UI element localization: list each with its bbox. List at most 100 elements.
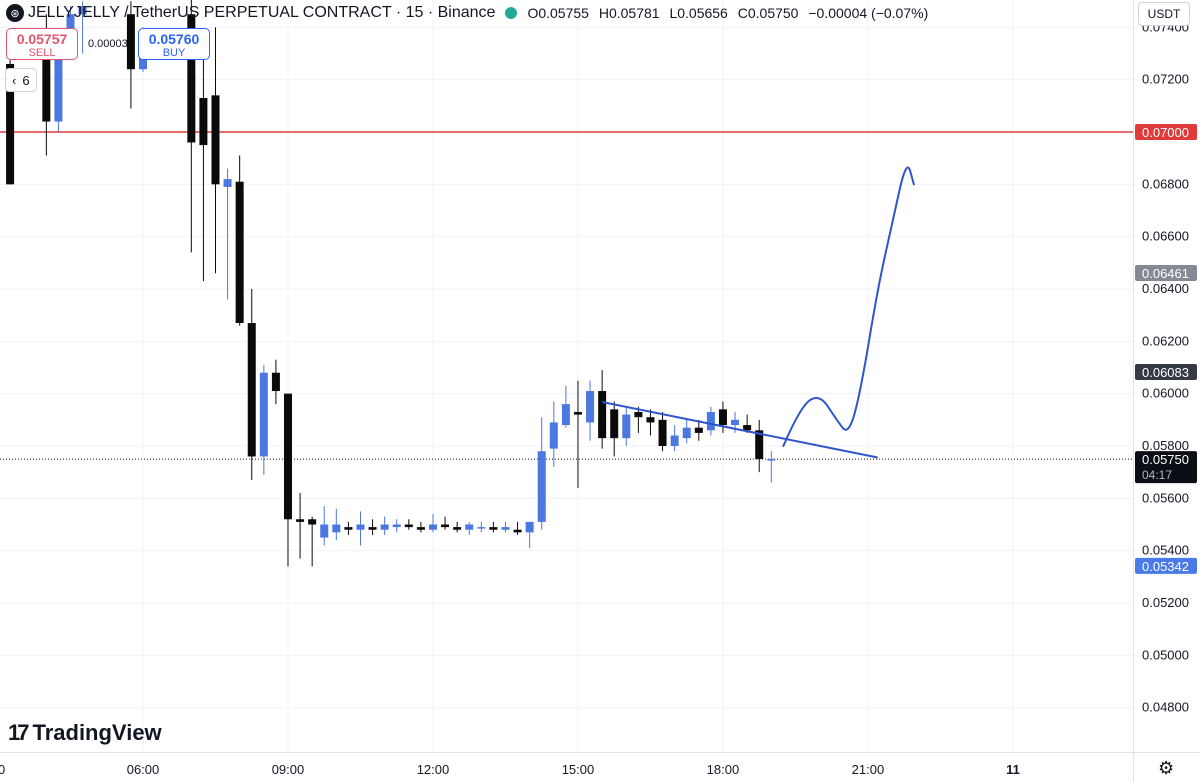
candle-body [356, 524, 365, 530]
x-tick-label: 09:00 [272, 762, 305, 777]
candle-body [694, 427, 703, 433]
projection-arrow-drawing [782, 166, 915, 447]
candle-body [453, 527, 462, 530]
candle-body [513, 529, 522, 533]
y-tick-label: 0.05400 [1142, 543, 1189, 558]
candle-body [477, 527, 486, 529]
candle-body [658, 419, 667, 446]
buy-price: 0.05760 [148, 31, 200, 47]
candle-body [549, 422, 558, 449]
price-badge-label: 0.07000 [1142, 125, 1189, 140]
currency-selector[interactable]: USDT [1138, 2, 1190, 26]
price-badge-current [1135, 451, 1197, 484]
candle-body [235, 181, 244, 324]
candle-body [66, 14, 75, 41]
y-tick-label: 0.04800 [1142, 700, 1189, 715]
tradingview-logo[interactable]: 17 TradingView [8, 720, 162, 746]
candle-body [525, 521, 534, 533]
y-tick-label: 0.05800 [1142, 438, 1189, 453]
chevron-left-icon: ‹ [12, 72, 17, 88]
candle-body [392, 524, 401, 528]
indicator-count: 6 [22, 72, 30, 88]
candle-body [320, 524, 329, 538]
y-tick-label: 0.05000 [1142, 647, 1189, 662]
trendline-drawing [601, 401, 878, 459]
candle-body [465, 524, 474, 530]
candle-body [6, 63, 15, 185]
candle-body [308, 519, 317, 525]
candle-body [573, 411, 582, 415]
candle-body [271, 372, 280, 392]
y-tick-label: 0.07200 [1142, 72, 1189, 87]
candle-body [211, 95, 220, 185]
candle-body [126, 14, 135, 70]
symbol-logo-icon[interactable]: ⊛ [6, 4, 24, 22]
candle-body [368, 527, 377, 530]
symbol-title[interactable]: JELLYJELLY / TetherUS PERPETUAL CONTRACT… [28, 4, 496, 21]
x-tick-label: 11 [1006, 762, 1020, 777]
gear-icon[interactable]: ⚙ [1158, 758, 1175, 778]
candle-body [441, 524, 450, 528]
x-tick-label: 21:00 [852, 762, 885, 777]
candle-body [731, 419, 740, 426]
buy-button[interactable]: 0.05760 BUY [138, 28, 210, 60]
candle-body [187, 14, 196, 143]
candle-body [670, 435, 679, 446]
x-tick-label: 06:00 [127, 762, 160, 777]
price-badge-label: 0.06461 [1142, 266, 1189, 281]
candle-body [247, 323, 256, 457]
price-badge-label: 0.05342 [1142, 559, 1189, 574]
y-tick-label: 0.05200 [1142, 595, 1189, 610]
candle-body [223, 179, 232, 187]
candle-body [682, 427, 691, 439]
indicators-toggle[interactable]: ‹ 6 [5, 68, 37, 92]
candle-body [54, 40, 63, 122]
price-badge-dark [1135, 363, 1197, 380]
candle-body [283, 393, 292, 520]
candle-body [501, 527, 510, 530]
candle-body [634, 411, 643, 418]
high-value: H0.05781 [598, 5, 660, 21]
x-tick-label: 15:00 [562, 762, 595, 777]
candle-body [718, 409, 727, 426]
candle-body [199, 97, 208, 146]
price-badge-label: 0.05750 [1142, 452, 1189, 467]
candle-body [610, 409, 619, 439]
tradingview-wordmark: TradingView [32, 720, 162, 745]
sell-button[interactable]: 0.05757 SELL [6, 28, 78, 60]
candle-body [42, 53, 51, 122]
tradingview-mark-icon: 17 [8, 720, 30, 745]
market-status-icon [505, 7, 518, 19]
price-badge-label: 0.06083 [1142, 365, 1189, 380]
price-badge-resistance [1135, 124, 1197, 140]
y-tick-label: 0.06800 [1142, 176, 1189, 191]
candle-body [561, 404, 570, 426]
candle-body [78, 6, 87, 15]
y-tick-label: 0.06400 [1142, 281, 1189, 296]
candle-body [743, 425, 752, 431]
buy-label: BUY [162, 47, 186, 59]
candle-body [598, 391, 607, 439]
candle-body [622, 414, 631, 439]
candle-body [767, 459, 776, 461]
close-value: C0.05750 [737, 5, 799, 21]
ohlc-readout: O0.05755 H0.05781 L0.05656 C0.05750 −0.0… [527, 5, 934, 21]
y-tick-label: 0.05600 [1142, 490, 1189, 505]
sell-price: 0.05757 [16, 31, 68, 47]
y-tick-label: 0.06200 [1142, 333, 1189, 348]
sell-label: SELL [28, 47, 56, 59]
candle-body [332, 524, 341, 533]
candle-body [586, 391, 595, 423]
bar-countdown: 04:17 [1142, 468, 1172, 482]
candle-body [537, 451, 546, 522]
candle-body [706, 411, 715, 431]
candle-body [380, 524, 389, 530]
candle-body [646, 417, 655, 423]
candle-body [296, 519, 305, 522]
y-tick-label: 0.06600 [1142, 229, 1189, 244]
candle-body [416, 527, 425, 530]
candle-body [755, 430, 764, 460]
change-value: −0.00004 (−0.07%) [808, 5, 929, 21]
low-value: L0.05656 [669, 5, 728, 21]
